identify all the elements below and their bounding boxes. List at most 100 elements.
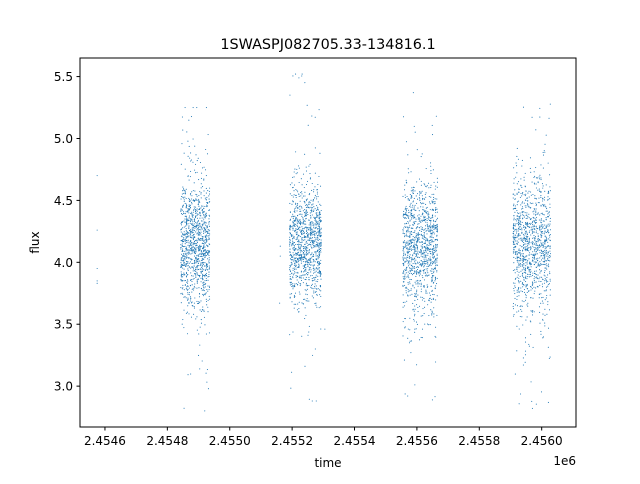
data-point <box>404 242 406 244</box>
data-point <box>320 216 322 218</box>
data-point <box>527 276 529 278</box>
data-point <box>183 200 185 203</box>
data-point <box>429 230 432 232</box>
data-point <box>435 246 437 248</box>
data-point <box>316 294 319 296</box>
data-point <box>184 196 186 198</box>
data-point <box>308 300 310 302</box>
data-point <box>292 238 294 240</box>
data-point <box>319 152 321 154</box>
data-point <box>542 213 544 216</box>
data-point <box>289 253 292 255</box>
data-point <box>304 153 306 155</box>
data-point <box>429 236 431 238</box>
data-point <box>310 269 312 271</box>
data-point <box>522 106 525 108</box>
data-point <box>310 217 312 219</box>
data-point <box>530 247 532 250</box>
data-point <box>549 174 551 176</box>
data-point <box>541 254 543 257</box>
data-point <box>305 210 307 212</box>
data-point <box>305 268 307 271</box>
data-point <box>192 275 194 277</box>
data-point <box>528 190 530 192</box>
data-point <box>534 236 537 238</box>
data-point <box>522 201 524 203</box>
data-point <box>434 243 437 245</box>
data-point <box>307 266 309 268</box>
data-point <box>208 250 210 252</box>
data-point <box>199 212 201 214</box>
data-point <box>207 253 209 256</box>
data-point <box>207 269 209 271</box>
data-point <box>207 306 209 308</box>
data-point <box>304 243 306 245</box>
data-point <box>289 238 291 240</box>
data-point <box>199 268 201 270</box>
data-point <box>547 283 549 286</box>
data-point <box>530 234 532 236</box>
data-point <box>313 191 315 193</box>
data-point <box>311 287 313 289</box>
data-point <box>201 259 203 261</box>
data-point <box>296 232 298 234</box>
data-point <box>425 251 427 253</box>
data-point <box>548 231 550 234</box>
data-point <box>540 224 542 226</box>
data-point <box>188 313 190 315</box>
data-point <box>402 248 404 250</box>
data-point <box>208 295 210 297</box>
data-point <box>410 259 413 261</box>
data-point <box>202 252 204 254</box>
data-point <box>417 232 419 234</box>
data-point <box>539 284 541 286</box>
data-point <box>187 374 189 376</box>
data-point <box>318 263 320 266</box>
data-point <box>199 260 201 262</box>
data-point <box>405 233 407 235</box>
data-point <box>512 197 514 199</box>
data-point <box>186 233 188 235</box>
data-point <box>185 227 187 230</box>
data-point <box>207 290 209 292</box>
data-point <box>184 264 186 266</box>
data-point <box>292 244 294 246</box>
data-point <box>187 209 189 211</box>
data-point <box>426 284 428 286</box>
data-point <box>402 284 404 286</box>
data-point <box>317 255 319 257</box>
data-point <box>189 198 191 200</box>
data-point <box>200 262 202 264</box>
data-point <box>196 329 198 331</box>
data-point <box>413 206 415 208</box>
data-point <box>289 242 291 244</box>
data-point <box>410 272 412 275</box>
data-point <box>406 247 408 249</box>
data-point <box>303 261 305 263</box>
data-point <box>429 243 431 245</box>
data-point <box>402 276 404 278</box>
data-point <box>522 357 524 359</box>
data-point <box>420 221 422 223</box>
data-point <box>433 241 435 243</box>
data-point <box>292 254 294 256</box>
data-point <box>182 255 184 258</box>
data-point <box>541 244 543 246</box>
data-point <box>421 195 423 197</box>
data-point <box>409 249 411 251</box>
data-point <box>204 214 206 216</box>
data-point <box>527 240 529 242</box>
data-point <box>201 270 203 272</box>
data-point <box>420 203 422 205</box>
data-point <box>530 246 532 248</box>
data-point <box>422 235 424 237</box>
data-point <box>532 297 534 299</box>
data-point <box>405 205 407 207</box>
data-point <box>512 243 514 245</box>
data-point <box>297 207 299 209</box>
data-point <box>203 244 205 246</box>
data-point <box>301 257 303 260</box>
data-point <box>307 206 309 208</box>
data-point <box>515 162 517 164</box>
data-point <box>407 154 409 156</box>
